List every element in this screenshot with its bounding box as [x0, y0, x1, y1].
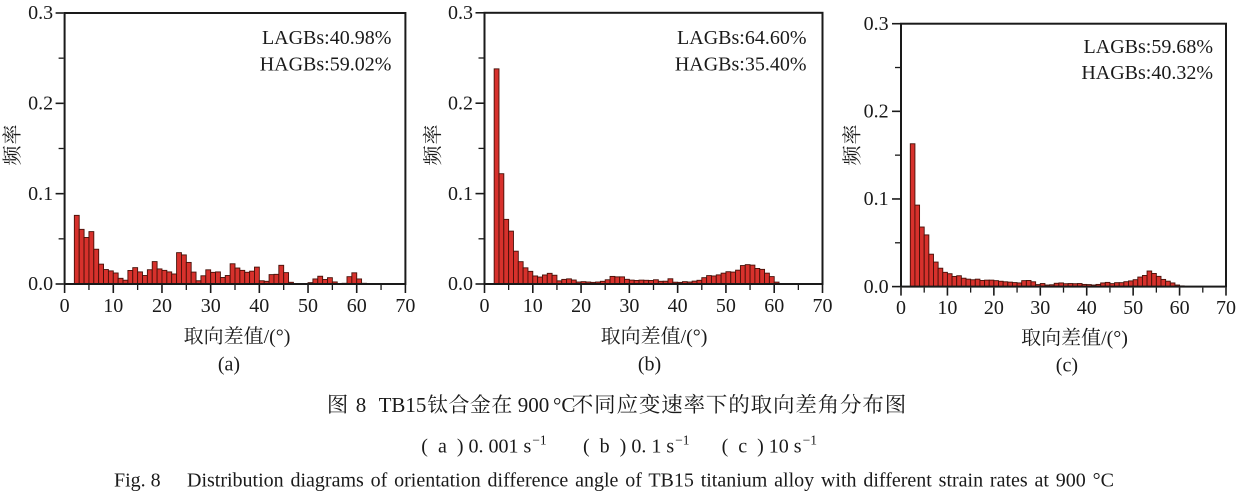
- svg-text:/(°): /(°): [1101, 328, 1128, 350]
- svg-text:0.1: 0.1: [448, 183, 473, 205]
- svg-text:−1: −1: [803, 433, 817, 448]
- svg-text:20: 20: [984, 297, 1004, 319]
- svg-text:50: 50: [1123, 297, 1143, 319]
- svg-text:70: 70: [813, 295, 833, 317]
- svg-text:HAGBs:35.40%: HAGBs:35.40%: [675, 53, 807, 75]
- svg-text:Distribution diagrams of orien: Distribution diagrams of orientation dif…: [187, 470, 1114, 492]
- svg-text:LAGBs:64.60%: LAGBs:64.60%: [677, 27, 806, 49]
- svg-text:0.2: 0.2: [448, 92, 473, 114]
- svg-text:10: 10: [103, 295, 123, 317]
- svg-text:( b ) 0. 1 s: ( b ) 0. 1 s: [583, 436, 674, 458]
- svg-text:8: 8: [356, 393, 367, 417]
- svg-text:10: 10: [937, 297, 957, 319]
- svg-text:HAGBs:59.02%: HAGBs:59.02%: [260, 54, 392, 76]
- svg-text:(c): (c): [1056, 355, 1078, 377]
- svg-text:°C: °C: [553, 393, 575, 417]
- svg-text:0.1: 0.1: [28, 183, 53, 205]
- svg-text:0.1: 0.1: [864, 188, 889, 210]
- svg-text:0.0: 0.0: [448, 273, 473, 295]
- svg-text:0: 0: [896, 297, 906, 319]
- svg-text:0.0: 0.0: [28, 273, 53, 295]
- svg-text:40: 40: [249, 295, 269, 317]
- svg-text:(a): (a): [218, 354, 240, 376]
- svg-text:40: 40: [1077, 297, 1097, 319]
- svg-text:0.3: 0.3: [864, 13, 889, 35]
- svg-text:60: 60: [347, 295, 367, 317]
- svg-text:LAGBs:40.98%: LAGBs:40.98%: [262, 27, 391, 49]
- svg-text:50: 50: [298, 295, 318, 317]
- svg-text:30: 30: [619, 295, 639, 317]
- svg-text:60: 60: [1170, 297, 1190, 319]
- svg-text:70: 70: [1216, 297, 1236, 319]
- svg-text:−1: −1: [532, 433, 546, 448]
- svg-text:20: 20: [571, 295, 591, 317]
- svg-text:10: 10: [523, 295, 543, 317]
- svg-text:0.3: 0.3: [448, 2, 473, 24]
- svg-text:60: 60: [764, 295, 784, 317]
- svg-text:0.2: 0.2: [864, 101, 889, 123]
- svg-text:Fig. 8: Fig. 8: [114, 470, 161, 492]
- svg-text:0: 0: [480, 295, 490, 317]
- svg-text:−1: −1: [675, 433, 689, 448]
- svg-text:30: 30: [201, 295, 221, 317]
- svg-text:/(°): /(°): [681, 326, 708, 348]
- svg-text:900: 900: [518, 393, 550, 417]
- svg-text:0.0: 0.0: [864, 276, 889, 298]
- svg-text:20: 20: [152, 295, 172, 317]
- svg-text:0.3: 0.3: [28, 2, 53, 24]
- svg-text:HAGBs:40.32%: HAGBs:40.32%: [1081, 62, 1213, 84]
- svg-text:LAGBs:59.68%: LAGBs:59.68%: [1084, 36, 1213, 58]
- svg-text:70: 70: [395, 295, 415, 317]
- svg-text:40: 40: [668, 295, 688, 317]
- svg-text:0: 0: [60, 295, 70, 317]
- svg-text:/(°): /(°): [264, 326, 291, 348]
- svg-text:( c ) 10 s: ( c ) 10 s: [722, 436, 802, 458]
- svg-text:50: 50: [716, 295, 736, 317]
- svg-text:30: 30: [1030, 297, 1050, 319]
- svg-text:(b): (b): [638, 354, 661, 376]
- svg-text:TB15: TB15: [379, 393, 427, 417]
- svg-text:0.2: 0.2: [28, 93, 53, 115]
- svg-text:( a ) 0. 001 s: ( a ) 0. 001 s: [421, 436, 531, 458]
